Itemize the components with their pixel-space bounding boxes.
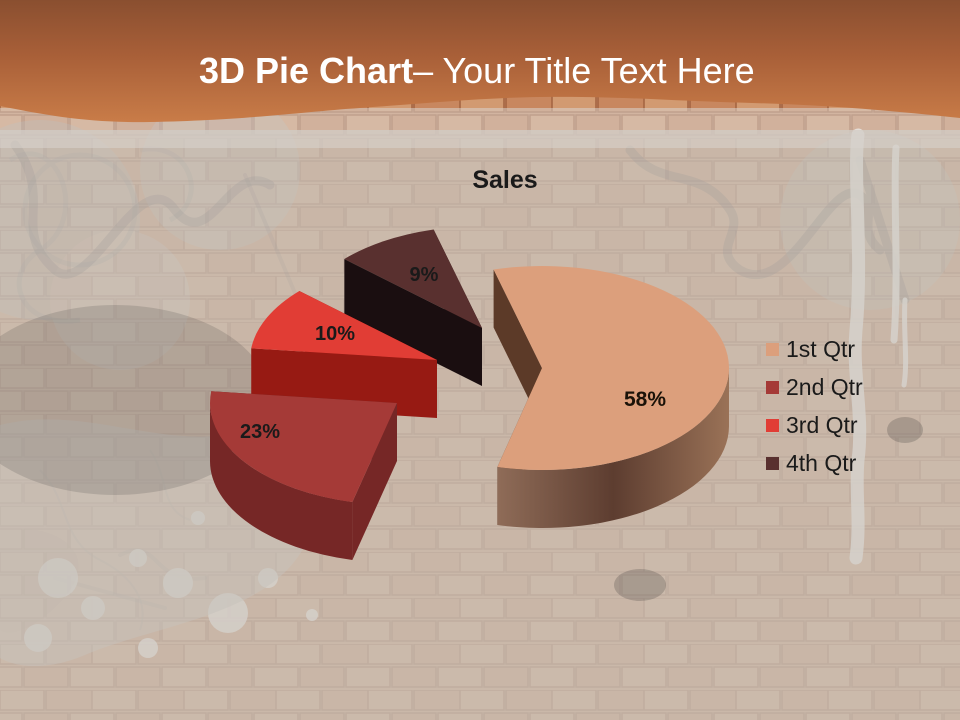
svg-text:58%: 58% — [624, 388, 666, 411]
svg-text:9%: 9% — [410, 264, 439, 286]
svg-text:10%: 10% — [315, 323, 355, 345]
svg-text:23%: 23% — [240, 421, 280, 443]
